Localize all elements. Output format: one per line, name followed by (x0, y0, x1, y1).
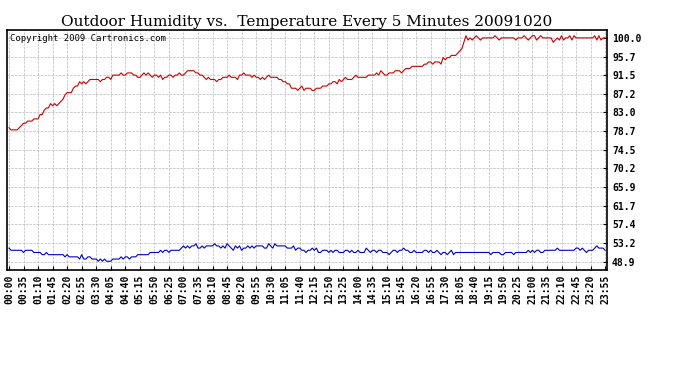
Text: Copyright 2009 Cartronics.com: Copyright 2009 Cartronics.com (10, 34, 166, 43)
Title: Outdoor Humidity vs.  Temperature Every 5 Minutes 20091020: Outdoor Humidity vs. Temperature Every 5… (61, 15, 553, 29)
